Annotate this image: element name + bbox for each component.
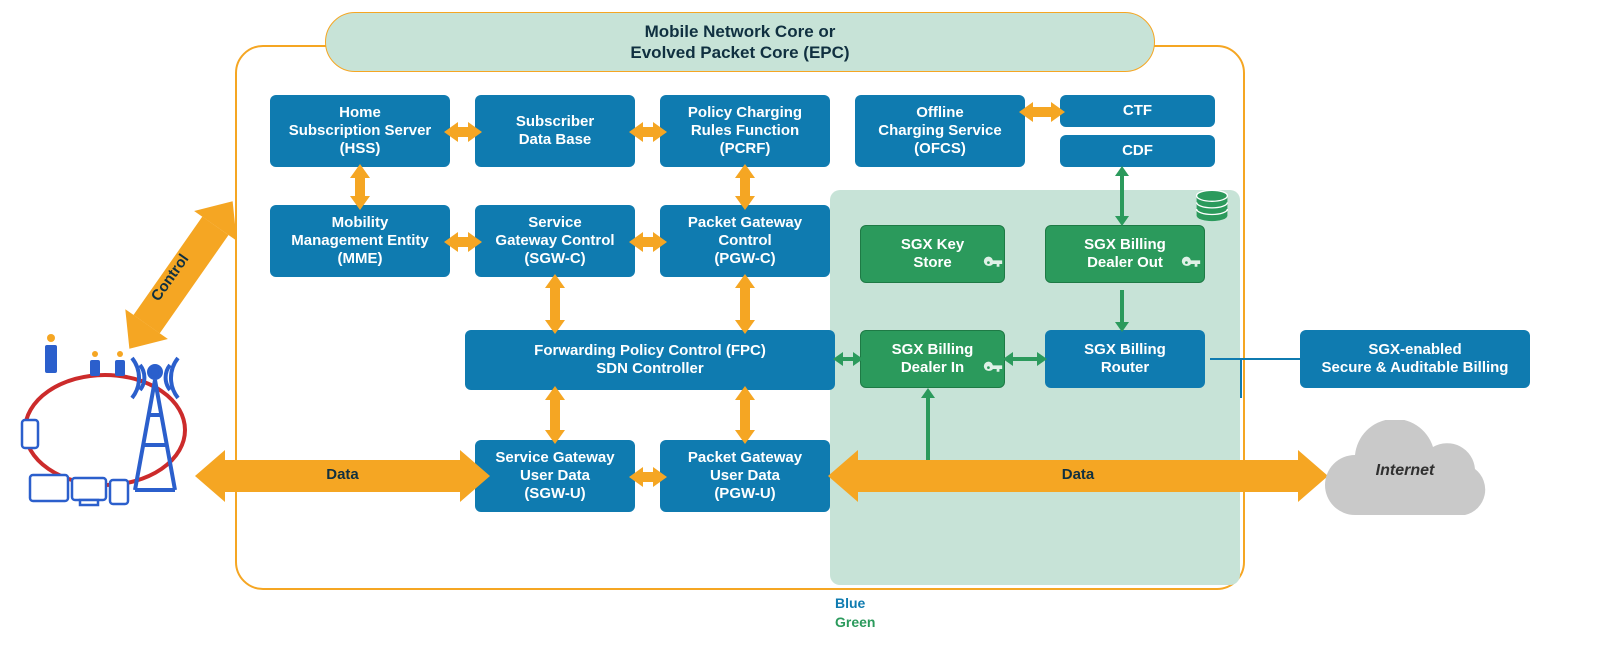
arrow-hss-sdb <box>458 127 468 137</box>
legend-blue: Blue <box>835 595 865 611</box>
data-right-label: Data <box>858 466 1298 483</box>
arrow-sgwu-pgwu <box>643 472 653 482</box>
title-banner: Mobile Network Core or Evolved Packet Co… <box>325 12 1155 72</box>
key-icon <box>1180 253 1202 275</box>
node-sgx-router: SGX Billing Router <box>1045 330 1205 388</box>
arrow-mme-sgwc <box>458 237 468 247</box>
arrow-fpc-pgwu <box>740 400 750 430</box>
arrow-hss-mme <box>355 178 365 196</box>
legend-green: Green <box>835 614 875 630</box>
callout-line-up <box>1240 358 1242 398</box>
arrow-pgwc-fpc <box>740 288 750 320</box>
arrow-ofcs-ctf <box>1033 107 1051 117</box>
arrow-sgwc-pgwc <box>643 237 653 247</box>
node-sdb: Subscriber Data Base <box>475 95 635 167</box>
arrow-fpc-sgwu <box>550 400 560 430</box>
node-sgwu: Service Gateway User Data (SGW-U) <box>475 440 635 512</box>
callout-line <box>1210 358 1300 360</box>
title-line1: Mobile Network Core or <box>630 21 849 42</box>
database-icon <box>1190 187 1234 231</box>
node-pcrf: Policy Charging Rules Function (PCRF) <box>660 95 830 167</box>
node-sgx-callout: SGX-enabled Secure & Auditable Billing <box>1300 330 1530 388</box>
g-arrow-dealerout-router <box>1120 290 1124 322</box>
key-icon <box>982 358 1004 380</box>
arrow-sdb-pcrf <box>643 127 653 137</box>
node-cdf: CDF <box>1060 135 1215 167</box>
key-icon <box>982 253 1004 275</box>
ran-devices-icon <box>10 310 220 530</box>
node-fpc: Forwarding Policy Control (FPC) SDN Cont… <box>465 330 835 390</box>
internet-cloud-icon <box>1300 420 1510 540</box>
g-arrow-fpc-dealerin <box>843 357 853 361</box>
g-arrow-cdf-dealerout <box>1120 176 1124 216</box>
arrow-pcrf-pgwc <box>740 178 750 196</box>
node-ofcs: Offline Charging Service (OFCS) <box>855 95 1025 167</box>
node-mme: Mobility Management Entity (MME) <box>270 205 450 277</box>
node-hss: Home Subscription Server (HSS) <box>270 95 450 167</box>
node-pgwc: Packet Gateway Control (PGW-C) <box>660 205 830 277</box>
g-arrow-dealerin-router <box>1013 357 1037 361</box>
node-ctf: CTF <box>1060 95 1215 127</box>
node-sgwc: Service Gateway Control (SGW-C) <box>475 205 635 277</box>
data-left-label: Data <box>225 466 460 483</box>
node-pgwu: Packet Gateway User Data (PGW-U) <box>660 440 830 512</box>
big-arrow-data-left: Data <box>225 460 460 492</box>
big-arrow-data-right: Data <box>858 460 1298 492</box>
title-line2: Evolved Packet Core (EPC) <box>630 42 849 63</box>
control-label: Control <box>148 251 193 304</box>
internet-label: Internet <box>1350 462 1460 480</box>
arrow-sgwc-fpc <box>550 288 560 320</box>
